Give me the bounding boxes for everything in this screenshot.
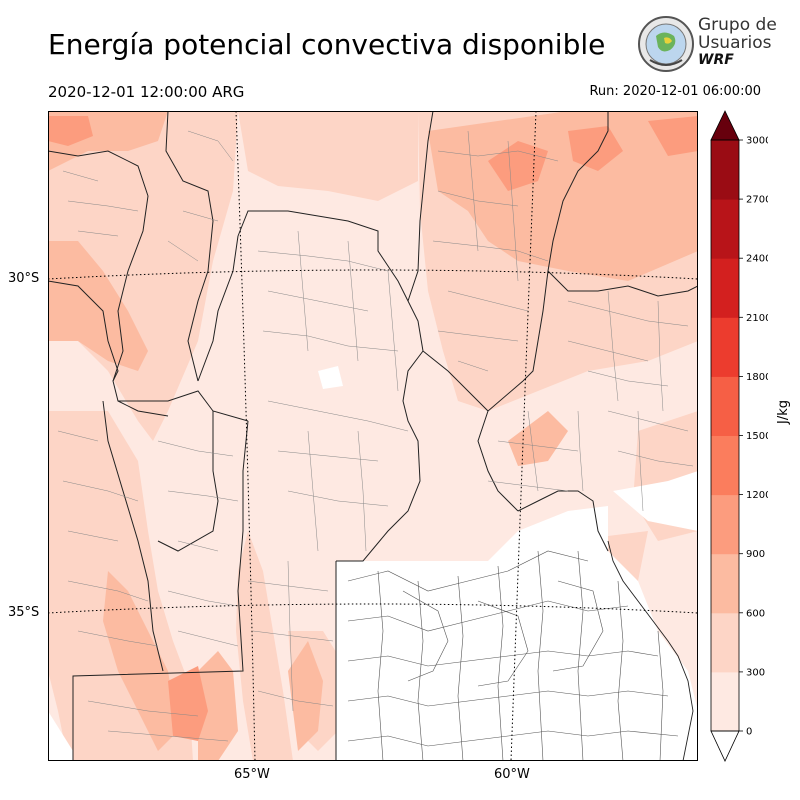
colorbar-segment bbox=[711, 671, 739, 732]
colorbar-tick-label: 1200 bbox=[746, 490, 768, 501]
colorbar-tick-label: 300 bbox=[746, 667, 765, 678]
colorbar-segment bbox=[711, 258, 739, 318]
map-frame bbox=[48, 111, 698, 761]
colorbar-tick-label: 2100 bbox=[746, 313, 768, 324]
colorbar-tick-label: 1800 bbox=[746, 372, 768, 383]
colorbar-tick-label: 2700 bbox=[746, 195, 768, 206]
cape-map bbox=[48, 111, 698, 761]
colorbar-segment bbox=[711, 199, 739, 259]
cape-zero-area bbox=[48, 366, 698, 761]
lon-label-60w: 60°W bbox=[494, 767, 530, 782]
colorbar-segment bbox=[711, 494, 739, 555]
colorbar-under-extend bbox=[710, 730, 740, 762]
colorbar-segment bbox=[711, 435, 739, 496]
cape-900-1200 bbox=[48, 116, 698, 741]
globe-icon bbox=[638, 16, 694, 72]
colorbar-tick-label: 0 bbox=[746, 727, 752, 738]
colorbar-tick-label: 1500 bbox=[746, 431, 768, 442]
map-title: Energía potencial convectiva disponible bbox=[48, 28, 606, 61]
valid-time: 2020-12-01 12:00:00 ARG bbox=[48, 83, 245, 101]
logo-line-2: Usuarios bbox=[698, 33, 772, 53]
colorbar-segment bbox=[711, 553, 739, 614]
colorbar-over-extend bbox=[710, 110, 740, 141]
colorbar-segment bbox=[711, 376, 739, 436]
partido-borders bbox=[347, 550, 679, 761]
lon-label-65w: 65°W bbox=[234, 767, 270, 782]
wrf-logo: Grupo de Usuarios WRF bbox=[636, 14, 777, 74]
colorbar: 0 300 600 900 1200 1500 1800 2100 2400 2700 3000 bbox=[710, 110, 768, 762]
colorbar-tick-label: 2400 bbox=[746, 254, 768, 265]
graticule bbox=[48, 111, 698, 761]
colorbar-segment bbox=[711, 140, 739, 200]
colorbar-tick-label: 600 bbox=[746, 608, 765, 619]
colorbar-segment bbox=[711, 317, 739, 377]
logo-line-3: WRF bbox=[698, 52, 734, 68]
department-borders bbox=[57, 130, 694, 742]
coastline bbox=[607, 540, 694, 761]
lat-label-35s: 35°S bbox=[8, 605, 40, 620]
run-time: Run: 2020-12-01 06:00:00 bbox=[589, 84, 761, 99]
colorbar-tick-label: 900 bbox=[746, 549, 765, 560]
logo-line-1: Grupo de bbox=[698, 15, 777, 35]
lat-label-30s: 30°S bbox=[8, 271, 40, 286]
province-borders bbox=[48, 111, 698, 761]
colorbar-tick-label: 3000 bbox=[746, 136, 768, 147]
colorbar-segment bbox=[711, 612, 739, 673]
colorbar-unit: J/kg bbox=[776, 400, 791, 424]
